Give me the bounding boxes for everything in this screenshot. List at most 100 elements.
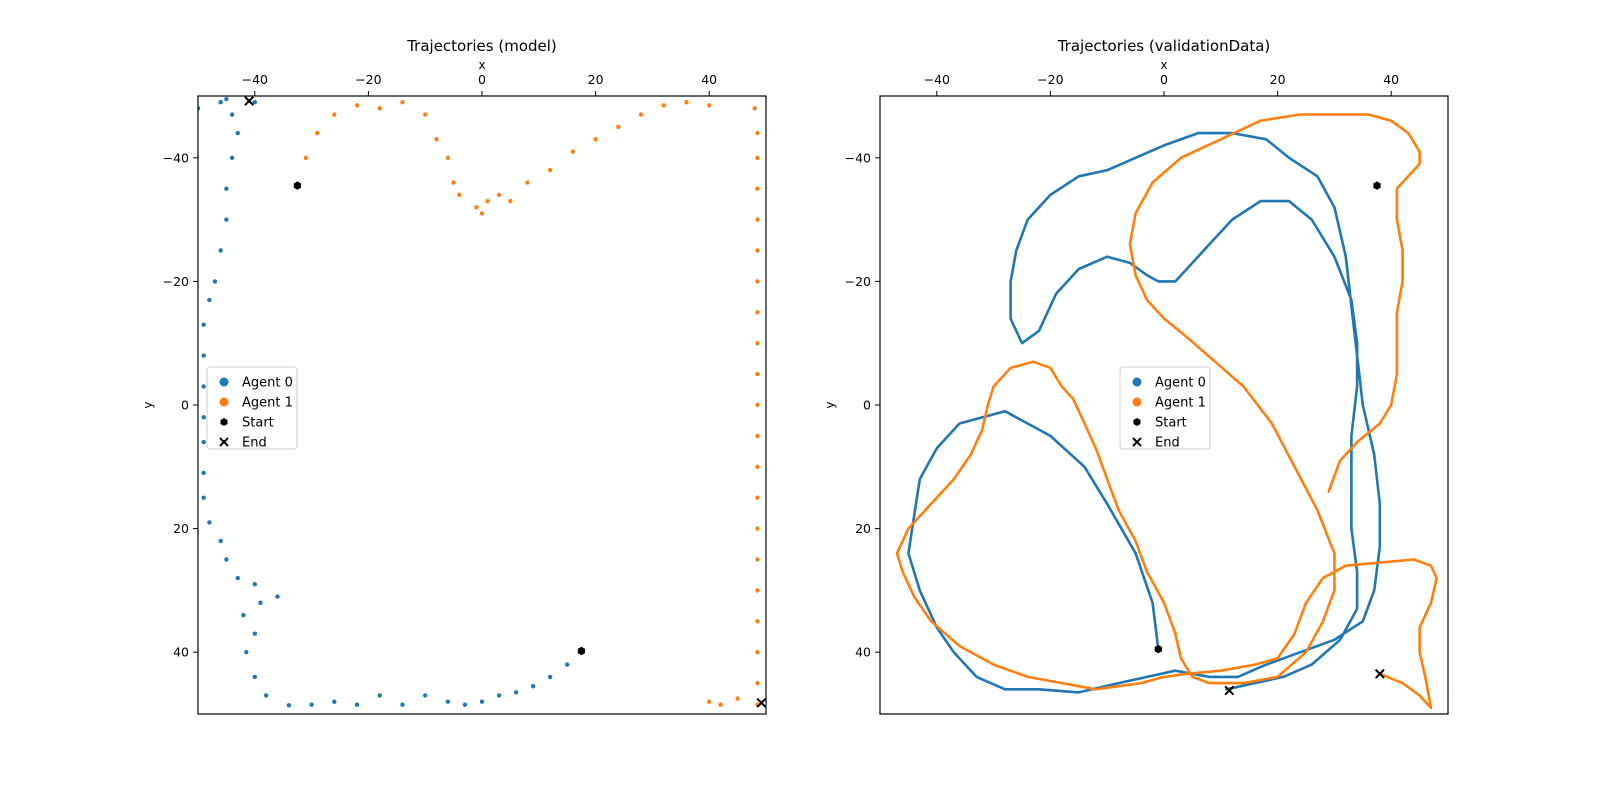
series-point-agent-0 [530, 683, 536, 689]
series-point-agent-1 [508, 198, 513, 204]
series-point-agent-1 [752, 106, 757, 111]
series-point-agent-0 [275, 594, 280, 599]
series-point-agent-0 [309, 702, 314, 707]
series-point-agent-0 [377, 693, 382, 698]
x-axis-label: x [1160, 58, 1167, 72]
legend-label: Agent 1 [242, 396, 293, 411]
series-point-agent-1 [400, 99, 405, 105]
series-point-agent-0 [207, 297, 212, 303]
series-point-agent-1 [593, 137, 598, 142]
series-point-agent-0 [423, 693, 428, 698]
y-tick-label: −40 [163, 150, 189, 165]
series-point-agent-1 [354, 103, 360, 108]
y-axis-label: y [823, 401, 837, 408]
model-plot: Trajectories (model) x y −40 −20 0 20 40 −40 −20 0… [141, 37, 767, 715]
legend-swatch-agent-1 [1132, 397, 1142, 407]
series-point-agent-1 [755, 619, 760, 624]
series-point-agent-1 [755, 680, 760, 686]
series-point-agent-0 [252, 99, 257, 105]
series-point-agent-1 [451, 180, 456, 185]
series-point-agent-0 [445, 699, 451, 704]
start-marker [1154, 644, 1162, 654]
x-tick-label: 40 [1383, 72, 1399, 87]
y-axis-label: y [141, 401, 155, 408]
series-point-agent-1 [718, 702, 723, 707]
x-tick-label: −40 [924, 72, 950, 87]
series-point-agent-0 [229, 155, 235, 160]
legend-start-icon [220, 418, 228, 426]
x-tick-label: −40 [242, 72, 268, 87]
series-point-agent-0 [479, 699, 485, 704]
x-tick-label: −20 [355, 72, 381, 87]
end-marker [756, 697, 767, 708]
series-point-agent-0 [207, 520, 212, 525]
y-tick-label: −40 [845, 150, 871, 165]
chart-title: Trajectories (model) [406, 37, 557, 55]
y-tick-label: 40 [855, 645, 871, 660]
y-tick-label: −20 [845, 274, 871, 289]
y-tick-label: 0 [863, 398, 871, 413]
legend-swatch-agent-0 [1132, 377, 1142, 387]
series-point-agent-0 [235, 575, 240, 581]
series-point-agent-0 [241, 612, 246, 618]
series-point-agent-0 [496, 693, 502, 698]
start-marker [293, 181, 301, 190]
series-point-agent-0 [286, 703, 292, 708]
y-tick-label: 0 [181, 398, 189, 413]
series-line-agent-1 [895, 113, 1438, 710]
series-point-agent-1 [616, 124, 621, 130]
y-tick-label: 20 [855, 521, 871, 536]
series-point-agent-0 [201, 439, 206, 445]
series-point-agent-0 [229, 112, 235, 117]
series-point-agent-0 [201, 384, 206, 389]
series-point-agent-0 [565, 662, 570, 667]
series-point-agent-1 [755, 433, 760, 439]
series-point-agent-0 [235, 130, 240, 136]
series-point-agent-1 [755, 341, 760, 346]
x-tick-label: 0 [478, 72, 486, 87]
series-point-agent-0 [252, 631, 257, 636]
start-marker [1373, 181, 1381, 190]
legend-frame [206, 366, 298, 450]
x-tick-label: −20 [1037, 72, 1063, 87]
series-point-agent-1 [755, 130, 760, 136]
legend-label: Start [242, 416, 274, 431]
series-point-agent-0 [462, 702, 468, 707]
series-point-agent-0 [201, 495, 206, 500]
series-point-agent-0 [513, 690, 519, 695]
x-axis-label: x [478, 58, 485, 72]
series-point-agent-0 [244, 650, 249, 655]
legend-frame [1119, 366, 1211, 450]
series-point-agent-1 [755, 464, 760, 469]
series-point-agent-1 [638, 112, 644, 117]
series-point-agent-1 [707, 103, 712, 108]
series-point-agent-1 [661, 103, 666, 108]
series-point-agent-1 [755, 279, 760, 284]
series-point-agent-0 [224, 217, 229, 222]
series-point-agent-1 [755, 310, 760, 315]
legend: Agent 0 Agent 1 Start End [206, 366, 298, 451]
series-point-agent-0 [547, 674, 553, 680]
series-point-agent-1 [474, 205, 479, 210]
x-tick-label: 20 [1270, 72, 1286, 87]
series-point-agent-0 [224, 186, 229, 191]
series-point-agent-1 [479, 211, 485, 216]
plot-data-area [895, 113, 1438, 710]
legend-end-icon [219, 437, 229, 447]
legend-label: Agent 0 [1155, 376, 1206, 391]
series-point-agent-1 [525, 180, 530, 185]
plot-data-area [198, 96, 760, 708]
chart-title: Trajectories (validationData) [1057, 37, 1271, 55]
series-point-agent-1 [755, 402, 760, 408]
series-point-agent-1 [423, 112, 428, 117]
series-point-agent-1 [303, 155, 309, 160]
y-tick-label: −20 [163, 274, 189, 289]
series-point-agent-1 [735, 696, 740, 701]
series-point-agent-0 [201, 353, 206, 358]
series-point-agent-1 [457, 192, 462, 198]
series-point-agent-1 [755, 155, 760, 160]
series-point-agent-1 [434, 137, 439, 142]
legend-end-icon [1132, 437, 1142, 447]
end-marker [1374, 668, 1385, 679]
